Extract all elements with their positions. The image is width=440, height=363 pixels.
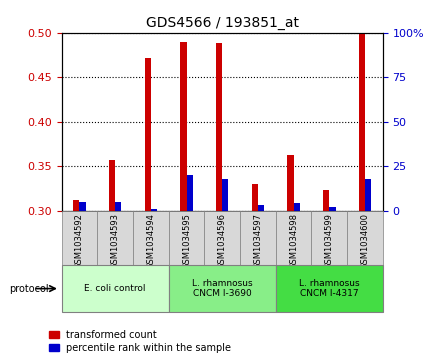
Bar bbox=[115, 201, 121, 211]
FancyBboxPatch shape bbox=[62, 211, 97, 265]
Text: GSM1034594: GSM1034594 bbox=[147, 213, 155, 269]
Bar bbox=[329, 207, 336, 211]
Text: GSM1034600: GSM1034600 bbox=[360, 213, 370, 269]
Text: L. rhamnosus
CNCM I-3690: L. rhamnosus CNCM I-3690 bbox=[192, 279, 253, 298]
Text: GSM1034597: GSM1034597 bbox=[253, 213, 262, 269]
FancyBboxPatch shape bbox=[240, 211, 276, 265]
Bar bbox=[151, 209, 157, 211]
FancyBboxPatch shape bbox=[169, 265, 276, 312]
Bar bbox=[109, 160, 115, 211]
Bar bbox=[180, 41, 187, 211]
Bar bbox=[323, 190, 329, 211]
Bar bbox=[359, 33, 365, 211]
FancyBboxPatch shape bbox=[276, 265, 383, 312]
Text: GSM1034599: GSM1034599 bbox=[325, 213, 334, 269]
Text: protocol: protocol bbox=[9, 284, 48, 294]
Legend: transformed count, percentile rank within the sample: transformed count, percentile rank withi… bbox=[49, 330, 231, 353]
Bar bbox=[80, 201, 86, 211]
Text: E. coli control: E. coli control bbox=[84, 284, 146, 293]
FancyBboxPatch shape bbox=[133, 211, 169, 265]
Bar bbox=[73, 200, 80, 211]
Bar bbox=[365, 179, 371, 211]
FancyBboxPatch shape bbox=[97, 211, 133, 265]
FancyBboxPatch shape bbox=[312, 211, 347, 265]
Bar bbox=[145, 58, 151, 211]
Text: GSM1034593: GSM1034593 bbox=[110, 213, 120, 269]
Text: GSM1034595: GSM1034595 bbox=[182, 213, 191, 269]
FancyBboxPatch shape bbox=[62, 265, 169, 312]
Title: GDS4566 / 193851_at: GDS4566 / 193851_at bbox=[146, 16, 299, 30]
Text: GSM1034596: GSM1034596 bbox=[218, 213, 227, 269]
Bar bbox=[222, 179, 228, 211]
Bar bbox=[258, 205, 264, 211]
Bar bbox=[187, 175, 193, 211]
Bar bbox=[216, 43, 222, 211]
FancyBboxPatch shape bbox=[204, 211, 240, 265]
Text: GSM1034598: GSM1034598 bbox=[289, 213, 298, 269]
FancyBboxPatch shape bbox=[347, 211, 383, 265]
FancyBboxPatch shape bbox=[169, 211, 204, 265]
Text: L. rhamnosus
CNCM I-4317: L. rhamnosus CNCM I-4317 bbox=[299, 279, 359, 298]
Bar bbox=[293, 203, 300, 211]
Text: GSM1034592: GSM1034592 bbox=[75, 213, 84, 269]
FancyBboxPatch shape bbox=[276, 211, 312, 265]
Bar bbox=[252, 184, 258, 211]
Bar bbox=[287, 155, 293, 211]
